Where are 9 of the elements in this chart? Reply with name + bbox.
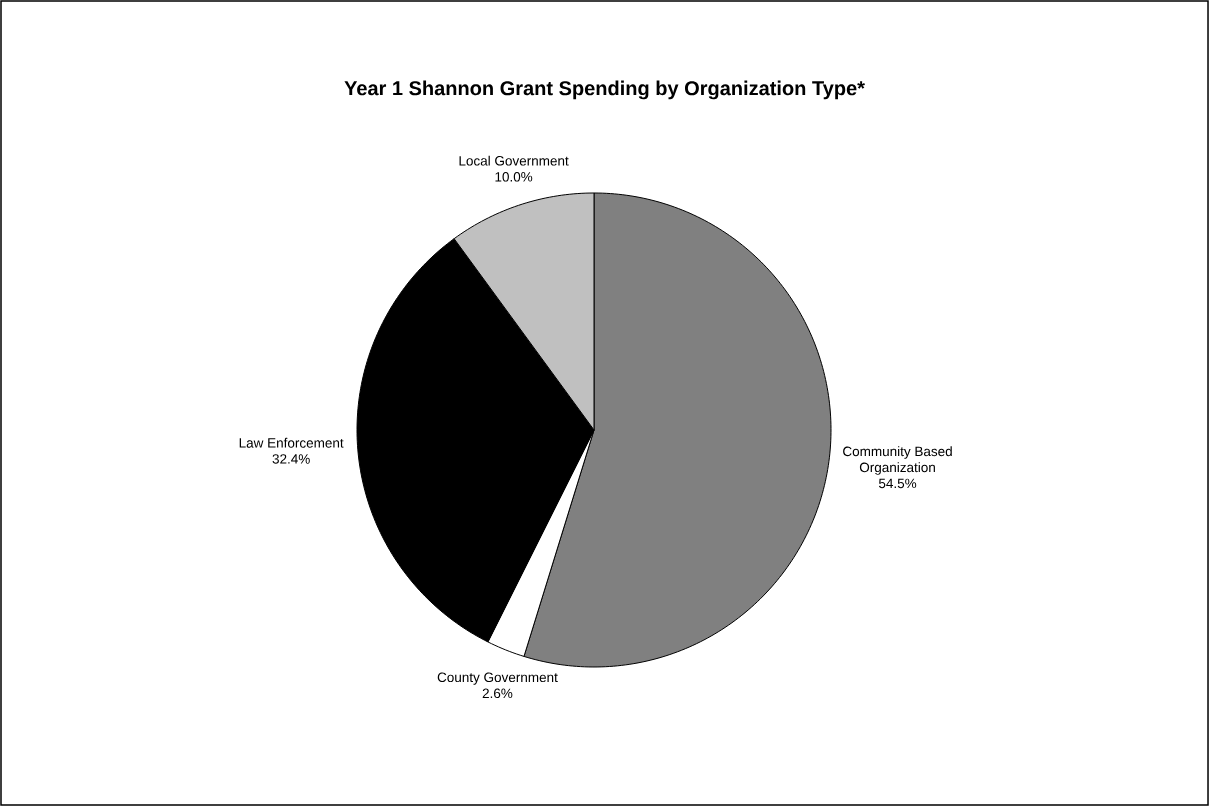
chart-title: Year 1 Shannon Grant Spending by Organization Type* — [344, 80, 865, 100]
slice-label: Local Government — [459, 155, 569, 166]
data-label: 32.4% — [272, 454, 310, 464]
data-label: 10.0% — [495, 172, 533, 182]
slice-label: County Government — [437, 672, 558, 685]
data-label: 2.6% — [482, 688, 513, 699]
slice-label: Community Based Organization — [843, 446, 952, 475]
data-label: 54.5% — [878, 478, 917, 489]
slice-label: Law Enforcement — [239, 437, 344, 448]
